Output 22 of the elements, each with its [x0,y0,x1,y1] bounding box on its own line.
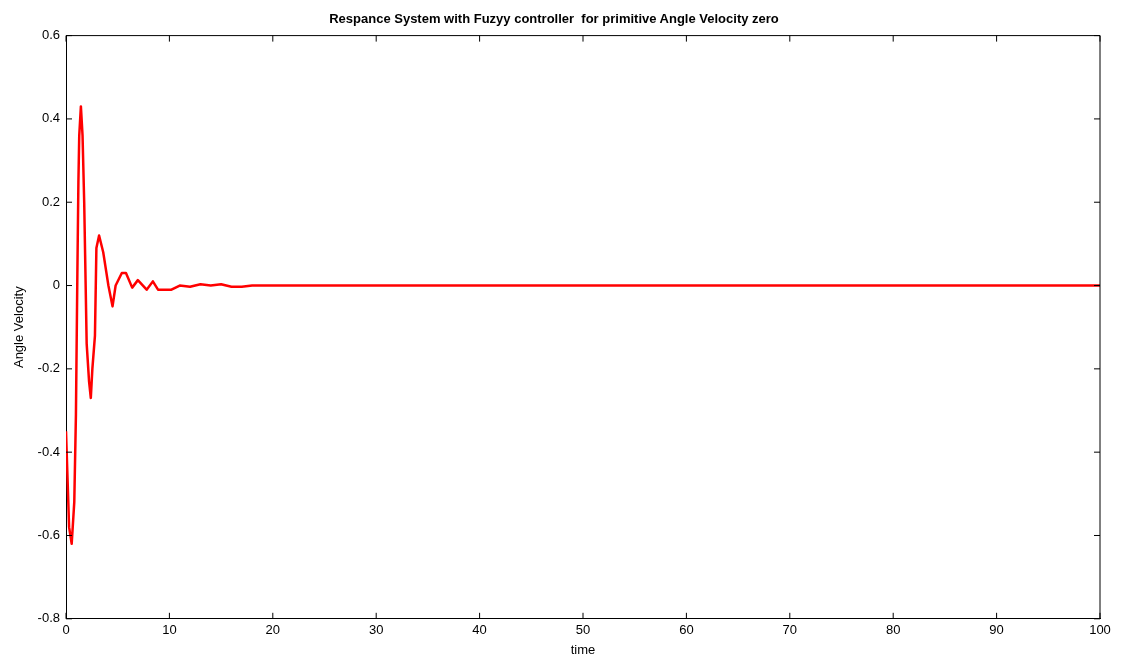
y-tick-label: 0.6 [41,27,60,43]
x-tick-label: 70 [782,622,798,638]
x-tick-label: 100 [1089,622,1111,638]
y-tick-label: 0.2 [41,193,60,209]
x-tick-label: 0 [62,622,70,638]
x-tick-label: 10 [162,622,177,638]
x-tick-label: 20 [265,622,281,638]
x-tick-label: 50 [575,622,591,638]
y-tick-label: -0.2 [37,360,60,376]
y-tick-label: 0 [52,277,60,293]
y-tick-label: 0.4 [41,110,60,126]
y-tick-label: -0.4 [37,443,60,459]
x-tick-label: 40 [472,622,487,638]
y-tick-label: -0.8 [37,610,60,626]
x-axis-title: time [570,641,596,657]
x-tick-label: 90 [989,622,1004,638]
x-tick-label: 60 [679,622,694,638]
chart-title: Respance System with Fuzyy controller for primitive Angle Velocity zero [329,11,779,27]
y-axis-title: Angle Velocity [11,285,27,369]
x-tick-label: 80 [885,622,901,638]
y-tick-label: -0.6 [37,527,60,543]
x-tick-label: 30 [368,622,384,638]
